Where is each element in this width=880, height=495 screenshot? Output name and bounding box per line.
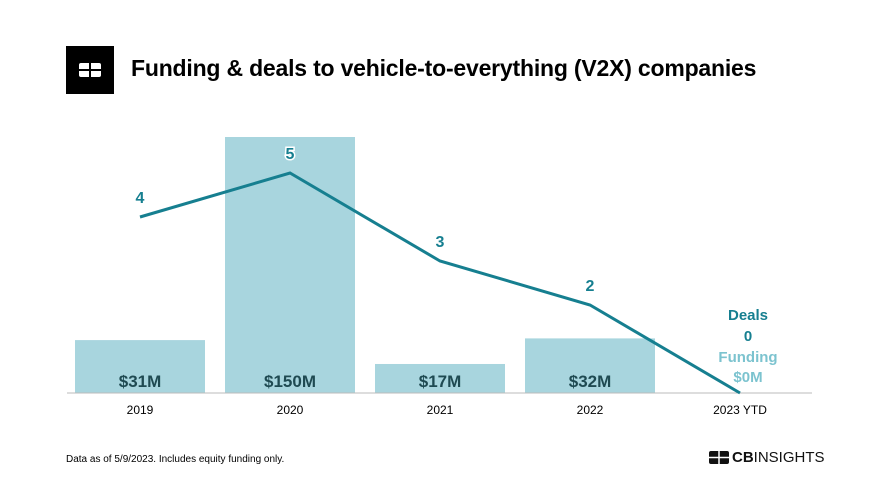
- x-tick-label: 2019: [127, 403, 154, 417]
- funding-bar: [525, 338, 655, 393]
- brand-light: INSIGHTS: [753, 449, 825, 466]
- funding-annotation-value: $0M: [733, 369, 762, 386]
- deals-label: 4: [136, 190, 145, 207]
- funding-label: $150M: [264, 372, 316, 391]
- footnote: Data as of 5/9/2023. Includes equity fun…: [66, 454, 285, 465]
- funding-label: $31M: [119, 372, 162, 391]
- chart-title: Funding & deals to vehicle-to-everything…: [131, 55, 757, 81]
- cb-insights-brand: CBINSIGHTS: [709, 449, 825, 466]
- funding-bar: [225, 137, 355, 393]
- funding-label: $32M: [569, 372, 612, 391]
- x-tick-label: 2021: [427, 403, 454, 417]
- funding-bar: [75, 340, 205, 393]
- x-tick-label: 2022: [577, 403, 604, 417]
- combo-chart: $31M 2019 $150M 2020 $17M 2021 $32M 2022 2023 YT…: [67, 137, 812, 417]
- deals-annotation-label: Deals: [728, 307, 768, 324]
- funding-annotation-label: Funding: [718, 349, 777, 366]
- funding-label: $17M: [419, 372, 462, 391]
- deals-label: 3: [436, 234, 445, 251]
- cb-logo-icon: [66, 46, 114, 94]
- cb-brand-icon: [709, 451, 729, 464]
- deals-line: [139, 171, 741, 395]
- x-tick-label: 2020: [277, 403, 304, 417]
- deals-label: 5: [286, 146, 295, 163]
- deals-label: 2: [586, 278, 595, 295]
- brand-bold: CB: [732, 449, 754, 466]
- x-tick-label: 2023 YTD: [713, 403, 767, 417]
- funding-bar: [375, 363, 505, 393]
- deals-annotation-value: 0: [744, 328, 752, 345]
